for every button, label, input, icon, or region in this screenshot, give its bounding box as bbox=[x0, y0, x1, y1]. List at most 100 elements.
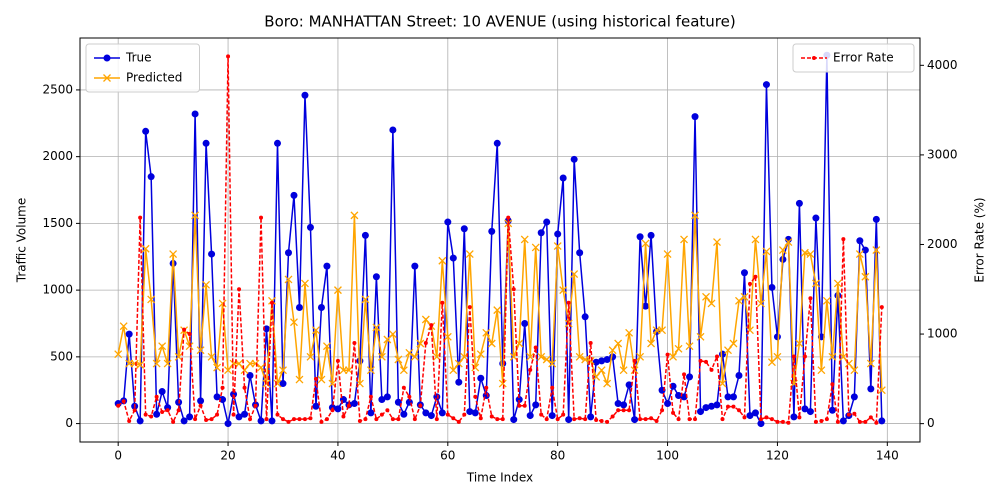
point bbox=[138, 215, 143, 220]
point bbox=[561, 412, 566, 417]
point bbox=[495, 417, 500, 422]
point bbox=[197, 397, 205, 405]
point bbox=[758, 417, 763, 422]
point bbox=[383, 393, 391, 401]
point bbox=[658, 326, 667, 335]
x-tick-label: 80 bbox=[550, 449, 565, 463]
point bbox=[434, 417, 439, 422]
point bbox=[295, 303, 303, 311]
point bbox=[242, 385, 247, 390]
point bbox=[736, 408, 741, 413]
point bbox=[489, 414, 494, 419]
point bbox=[565, 416, 573, 424]
point bbox=[841, 237, 846, 242]
point bbox=[724, 393, 732, 401]
point bbox=[702, 292, 710, 301]
point bbox=[515, 396, 523, 404]
point bbox=[407, 394, 412, 399]
point bbox=[581, 313, 589, 321]
point bbox=[616, 408, 621, 413]
point bbox=[280, 417, 285, 422]
point bbox=[445, 412, 450, 417]
point bbox=[555, 417, 560, 422]
point bbox=[550, 385, 555, 390]
point bbox=[872, 215, 880, 223]
point bbox=[856, 237, 864, 245]
point bbox=[795, 339, 804, 348]
point bbox=[537, 229, 545, 237]
point bbox=[482, 328, 491, 337]
point bbox=[778, 246, 787, 255]
point bbox=[839, 352, 848, 361]
point bbox=[614, 339, 623, 348]
point bbox=[808, 296, 813, 301]
point bbox=[169, 250, 178, 259]
point bbox=[390, 417, 395, 422]
point bbox=[379, 412, 384, 417]
point bbox=[780, 419, 785, 424]
point bbox=[619, 366, 628, 375]
point bbox=[570, 155, 578, 163]
point bbox=[270, 300, 275, 305]
point bbox=[729, 339, 738, 348]
point bbox=[279, 380, 287, 388]
point bbox=[346, 403, 351, 408]
point bbox=[466, 408, 474, 416]
point bbox=[219, 396, 227, 404]
point bbox=[751, 409, 759, 417]
point bbox=[125, 330, 133, 338]
point bbox=[477, 374, 485, 382]
point bbox=[786, 420, 791, 425]
point bbox=[830, 382, 835, 387]
point bbox=[718, 379, 727, 388]
point bbox=[702, 404, 710, 412]
point bbox=[806, 408, 814, 416]
point bbox=[570, 270, 579, 279]
point bbox=[735, 372, 743, 380]
point bbox=[374, 417, 379, 422]
point bbox=[444, 218, 452, 226]
point bbox=[713, 238, 721, 247]
point bbox=[308, 416, 313, 421]
point bbox=[411, 262, 419, 270]
point bbox=[636, 352, 645, 361]
point bbox=[193, 417, 198, 422]
point bbox=[665, 352, 670, 357]
point bbox=[528, 367, 533, 372]
point bbox=[352, 341, 357, 346]
point bbox=[643, 417, 648, 422]
point bbox=[186, 413, 194, 421]
point bbox=[554, 230, 562, 238]
point bbox=[769, 417, 774, 422]
y2-tick-label: 2000 bbox=[927, 237, 958, 251]
point bbox=[855, 250, 864, 259]
point bbox=[246, 372, 254, 380]
point bbox=[438, 409, 446, 417]
point bbox=[642, 302, 650, 310]
point bbox=[531, 243, 540, 252]
point bbox=[707, 299, 716, 308]
point bbox=[284, 275, 293, 284]
point bbox=[520, 235, 529, 244]
point bbox=[350, 211, 359, 220]
point bbox=[753, 274, 758, 279]
point bbox=[742, 415, 747, 420]
point bbox=[691, 211, 699, 220]
point bbox=[598, 357, 606, 365]
point bbox=[143, 412, 148, 417]
point bbox=[313, 376, 318, 381]
point bbox=[471, 409, 479, 417]
point bbox=[878, 417, 886, 425]
point bbox=[861, 246, 869, 254]
point bbox=[241, 410, 249, 418]
point bbox=[257, 363, 265, 372]
point bbox=[235, 413, 243, 421]
point bbox=[824, 417, 829, 422]
legend-frame bbox=[85, 43, 200, 93]
point bbox=[455, 378, 463, 386]
point bbox=[544, 417, 549, 422]
point bbox=[636, 233, 644, 241]
y2-axis-label: Error Rate (%) bbox=[973, 197, 987, 282]
point bbox=[756, 299, 765, 308]
point bbox=[833, 279, 842, 288]
